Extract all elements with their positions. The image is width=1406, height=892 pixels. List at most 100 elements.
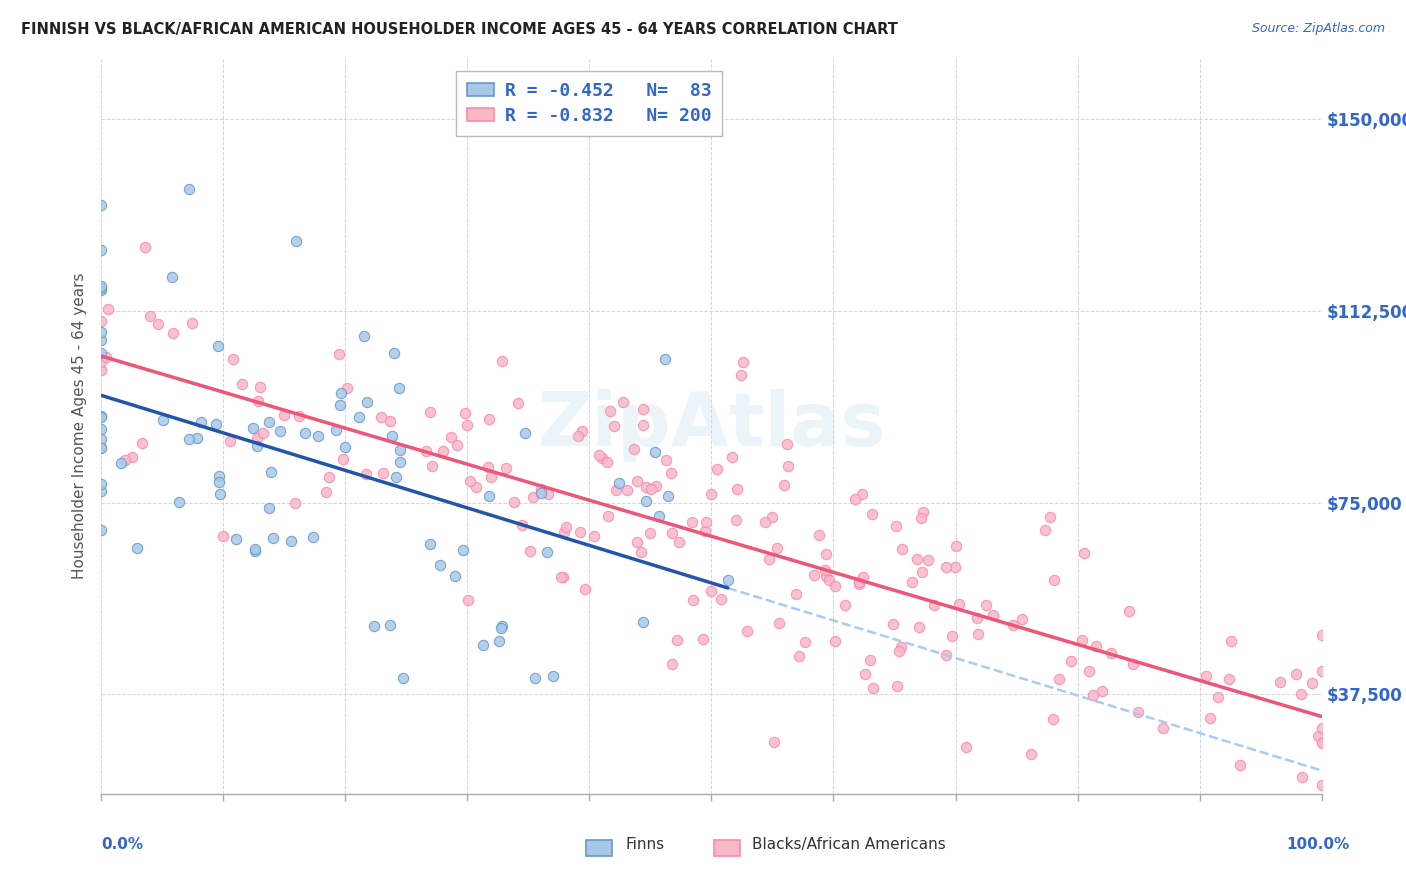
Point <box>495 461 517 475</box>
Point <box>273 408 295 422</box>
Point <box>862 681 884 695</box>
Point <box>167 495 190 509</box>
Point <box>785 587 807 601</box>
Point <box>1310 735 1333 749</box>
Point <box>302 530 325 544</box>
Point <box>90 283 112 297</box>
Point <box>1033 523 1056 537</box>
Point <box>456 418 478 433</box>
Point <box>1011 612 1033 626</box>
Point <box>284 496 307 510</box>
Point <box>415 444 437 458</box>
Point <box>519 543 541 558</box>
Point <box>134 240 156 254</box>
Point <box>818 573 841 587</box>
Point <box>1073 546 1095 560</box>
Point <box>262 531 284 545</box>
Point <box>891 541 914 556</box>
Point <box>420 458 443 473</box>
Text: 0.0%: 0.0% <box>101 837 143 852</box>
Point <box>457 593 479 607</box>
Point <box>695 515 717 529</box>
Point <box>1310 778 1333 792</box>
Point <box>1301 676 1323 690</box>
Point <box>515 425 537 440</box>
Point <box>776 459 799 474</box>
Point <box>1310 628 1333 642</box>
Point <box>661 525 683 540</box>
Point <box>814 547 837 561</box>
Point <box>905 552 928 566</box>
Point <box>1289 687 1312 701</box>
Point <box>90 476 112 491</box>
Point <box>1310 664 1333 678</box>
Point <box>90 442 112 456</box>
Point <box>477 459 499 474</box>
Point <box>1206 690 1229 704</box>
Point <box>631 615 654 629</box>
Point <box>735 624 758 639</box>
Text: Blacks/African Americans: Blacks/African Americans <box>752 837 946 852</box>
Point <box>851 487 873 501</box>
Point <box>634 493 657 508</box>
Point <box>385 470 408 484</box>
Point <box>90 355 112 369</box>
Point <box>948 597 970 611</box>
Point <box>553 525 575 540</box>
Point <box>901 575 924 590</box>
Point <box>1126 705 1149 719</box>
Point <box>90 243 112 257</box>
Point <box>935 648 957 662</box>
Point <box>491 619 513 633</box>
Point <box>259 415 281 429</box>
Point <box>941 629 963 643</box>
Point <box>90 198 112 212</box>
Point <box>96 350 118 364</box>
Point <box>852 570 875 584</box>
Point <box>1081 688 1104 702</box>
Point <box>458 474 481 488</box>
Point <box>1042 712 1064 726</box>
Point <box>907 620 929 634</box>
Point <box>389 455 412 469</box>
Point <box>146 317 169 331</box>
Point <box>97 302 120 317</box>
Point <box>724 512 747 526</box>
Point <box>706 462 728 476</box>
Point <box>381 429 404 443</box>
Point <box>177 432 200 446</box>
Point <box>588 448 610 462</box>
Point <box>668 535 690 549</box>
Point <box>382 345 405 359</box>
Point <box>693 524 716 538</box>
Point <box>510 518 533 533</box>
Point <box>1042 573 1064 587</box>
Point <box>692 632 714 647</box>
Point <box>910 511 932 525</box>
Point <box>249 380 271 394</box>
Point <box>204 417 226 431</box>
Legend: R = -0.452   N=  83, R = -0.832   N= 200: R = -0.452 N= 83, R = -0.832 N= 200 <box>457 70 723 136</box>
Point <box>506 396 529 410</box>
Point <box>243 544 266 558</box>
Point <box>700 487 723 501</box>
Point <box>886 680 908 694</box>
Point <box>551 570 574 584</box>
Point <box>1091 684 1114 698</box>
Point <box>654 352 676 367</box>
Point <box>354 467 377 481</box>
Point <box>419 537 441 551</box>
Point <box>612 394 634 409</box>
Point <box>884 518 907 533</box>
Point <box>630 545 652 559</box>
Point <box>90 333 112 347</box>
Point <box>665 633 688 648</box>
Point <box>644 479 666 493</box>
Point <box>388 381 411 395</box>
Text: 100.0%: 100.0% <box>1286 837 1350 852</box>
Point <box>824 634 846 648</box>
Point <box>90 279 112 293</box>
Point <box>599 404 621 418</box>
Point <box>808 527 831 541</box>
Point <box>725 483 748 497</box>
